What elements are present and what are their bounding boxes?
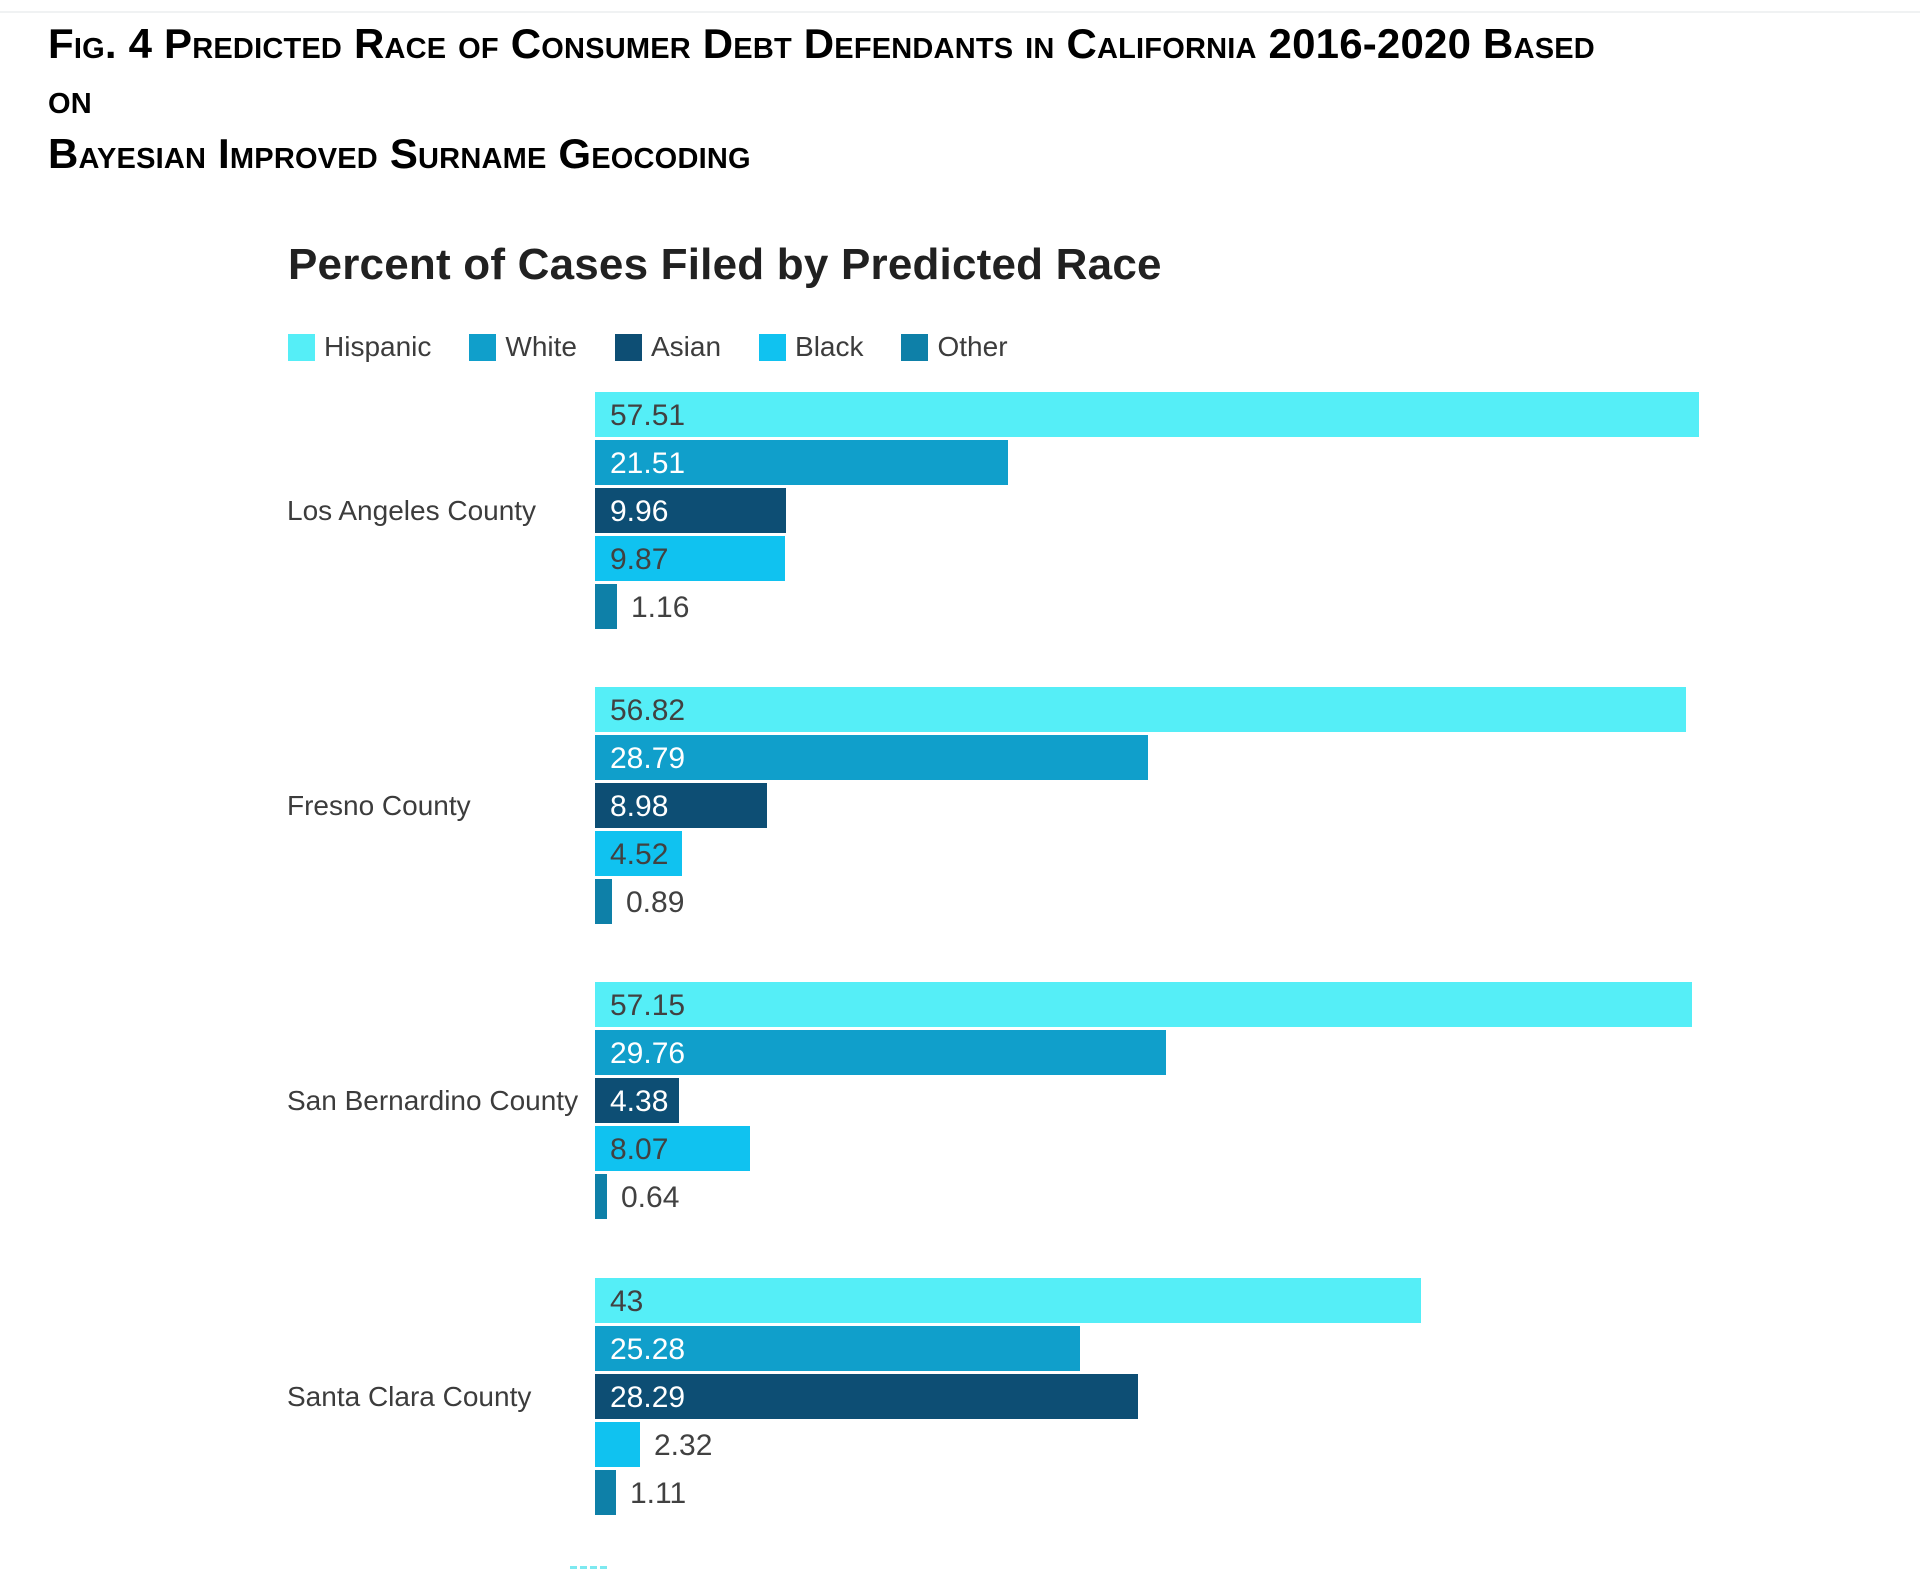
figure-caption-line2: Bayesian Improved Surname Geocoding — [48, 130, 751, 177]
bar-santa-clara-county-asian — [595, 1374, 1138, 1419]
bar-fresno-county-hispanic — [595, 687, 1686, 732]
category-label-los-angeles-county: Los Angeles County — [287, 494, 537, 526]
bar-row-san-bernardino-county-asian: 4.38 — [595, 1078, 1692, 1123]
bars-santa-clara-county: 43 25.28 28.29 2.32 1.11 — [595, 1278, 1421, 1518]
value-label-san-bernardino-county-black: 8.07 — [610, 1133, 669, 1166]
bar-fresno-county-other — [595, 879, 612, 924]
bar-san-bernardino-county-other — [595, 1174, 607, 1219]
bar-san-bernardino-county-asian — [595, 1078, 679, 1123]
bar-santa-clara-county-other — [595, 1470, 616, 1515]
legend-label-asian: Asian — [650, 331, 722, 362]
bar-san-bernardino-county-hispanic — [595, 982, 1692, 1027]
value-label-santa-clara-county-hispanic: 43 — [610, 1285, 644, 1318]
value-label-los-angeles-county-asian: 9.96 — [610, 495, 669, 528]
bar-row-santa-clara-county-white: 25.28 — [595, 1326, 1421, 1371]
bar-row-san-bernardino-county-white: 29.76 — [595, 1030, 1692, 1075]
category-label-santa-clara-county: Santa Clara County — [287, 1380, 532, 1412]
cropped-bottom-marks — [570, 1566, 607, 1569]
legend-item-black: Black — [759, 331, 863, 363]
legend-item-asian: Asian — [614, 331, 722, 363]
bar-row-san-bernardino-county-hispanic: 57.15 — [595, 982, 1692, 1027]
black-swatch — [759, 333, 787, 361]
white-swatch — [469, 333, 497, 361]
value-label-fresno-county-hispanic: 56.82 — [610, 694, 686, 727]
legend-item-hispanic: Hispanic — [288, 331, 431, 363]
bar-row-san-bernardino-county-black: 8.07 — [595, 1126, 1692, 1171]
bar-row-santa-clara-county-black: 2.32 — [595, 1422, 1421, 1467]
category-label-fresno-county: Fresno County — [287, 789, 471, 821]
bar-row-fresno-county-white: 28.79 — [595, 735, 1686, 780]
bars-los-angeles-county: 57.51 21.51 9.96 9.87 1.16 — [595, 392, 1699, 632]
value-label-santa-clara-county-asian: 28.29 — [610, 1381, 686, 1414]
legend-label-white: White — [505, 331, 577, 362]
cropped-mark — [590, 1566, 597, 1569]
value-label-fresno-county-other: 0.89 — [626, 886, 685, 919]
bar-fresno-county-white — [595, 735, 1148, 780]
value-label-san-bernardino-county-white: 29.76 — [610, 1037, 686, 1070]
bar-row-los-angeles-county-hispanic: 57.51 — [595, 392, 1699, 437]
legend-label-hispanic: Hispanic — [324, 331, 432, 362]
category-label-san-bernardino-county: San Bernardino County — [287, 1084, 579, 1116]
bar-row-santa-clara-county-asian: 28.29 — [595, 1374, 1421, 1419]
value-label-los-angeles-county-black: 9.87 — [610, 543, 669, 576]
value-label-santa-clara-county-white: 25.28 — [610, 1333, 686, 1366]
bar-santa-clara-county-hispanic — [595, 1278, 1421, 1323]
value-label-san-bernardino-county-asian: 4.38 — [610, 1085, 669, 1118]
value-label-san-bernardino-county-other: 0.64 — [621, 1181, 680, 1214]
bar-row-fresno-county-hispanic: 56.82 — [595, 687, 1686, 732]
hispanic-swatch — [288, 333, 315, 361]
cropped-mark — [600, 1566, 607, 1569]
value-label-los-angeles-county-white: 21.51 — [610, 447, 686, 480]
bar-san-bernardino-county-white — [595, 1030, 1166, 1075]
cropped-mark — [570, 1566, 577, 1569]
bar-los-angeles-county-black — [595, 536, 785, 581]
bar-row-fresno-county-black: 4.52 — [595, 831, 1686, 876]
bar-san-bernardino-county-black — [595, 1126, 750, 1171]
value-label-fresno-county-black: 4.52 — [610, 838, 669, 871]
other-swatch — [901, 333, 929, 361]
bar-row-san-bernardino-county-other: 0.64 — [595, 1174, 1692, 1219]
legend-item-other: Other — [901, 331, 1008, 363]
legend-label-black: Black — [795, 331, 864, 362]
bar-los-angeles-county-hispanic — [595, 392, 1699, 437]
bars-san-bernardino-county: 57.15 29.76 4.38 8.07 0.64 — [595, 982, 1692, 1222]
chart-legend: Hispanic White Asian Black Other — [288, 331, 1008, 363]
figure-caption-line1: Fig. 4 Predicted Race of Consumer Debt D… — [48, 20, 1595, 122]
bar-row-los-angeles-county-other: 1.16 — [595, 584, 1699, 629]
value-label-fresno-county-white: 28.79 — [610, 742, 686, 775]
bar-row-santa-clara-county-hispanic: 43 — [595, 1278, 1421, 1323]
value-label-santa-clara-county-other: 1.11 — [630, 1477, 687, 1510]
bar-fresno-county-asian — [595, 783, 767, 828]
chart-title: Percent of Cases Filed by Predicted Race — [288, 240, 1162, 289]
legend-item-white: White — [469, 331, 577, 363]
asian-swatch — [614, 333, 642, 361]
bar-group-santa-clara-county: Santa Clara County 43 25.28 28.29 2.32 1.11 — [0, 1278, 1920, 1515]
bar-group-los-angeles-county: Los Angeles County 57.51 21.51 9.96 9.87 1.16 — [0, 392, 1920, 629]
bars-fresno-county: 56.82 28.79 8.98 4.52 0.89 — [595, 687, 1686, 927]
value-label-fresno-county-asian: 8.98 — [610, 790, 669, 823]
value-label-los-angeles-county-hispanic: 57.51 — [610, 399, 686, 432]
bar-row-fresno-county-other: 0.89 — [595, 879, 1686, 924]
bar-santa-clara-county-white — [595, 1326, 1080, 1371]
bar-los-angeles-county-white — [595, 440, 1008, 485]
bar-los-angeles-county-asian — [595, 488, 786, 533]
value-label-san-bernardino-county-hispanic: 57.15 — [610, 989, 686, 1022]
legend-label-other: Other — [937, 331, 1008, 362]
bar-row-santa-clara-county-other: 1.11 — [595, 1470, 1421, 1515]
bar-row-fresno-county-asian: 8.98 — [595, 783, 1686, 828]
bar-row-los-angeles-county-white: 21.51 — [595, 440, 1699, 485]
top-divider — [0, 11, 1920, 13]
bar-row-los-angeles-county-asian: 9.96 — [595, 488, 1699, 533]
bar-los-angeles-county-other — [595, 584, 617, 629]
bar-group-fresno-county: Fresno County 56.82 28.79 8.98 4.52 0.89 — [0, 687, 1920, 924]
bar-fresno-county-black — [595, 831, 682, 876]
bar-row-los-angeles-county-black: 9.87 — [595, 536, 1699, 581]
figure-caption: Fig. 4 Predicted Race of Consumer Debt D… — [48, 16, 1608, 181]
bar-group-san-bernardino-county: San Bernardino County 57.15 29.76 4.38 8.07 0… — [0, 982, 1920, 1219]
value-label-los-angeles-county-other: 1.16 — [631, 591, 690, 624]
bar-santa-clara-county-black — [595, 1422, 640, 1467]
value-label-santa-clara-county-black: 2.32 — [654, 1429, 713, 1462]
cropped-mark — [580, 1566, 587, 1569]
